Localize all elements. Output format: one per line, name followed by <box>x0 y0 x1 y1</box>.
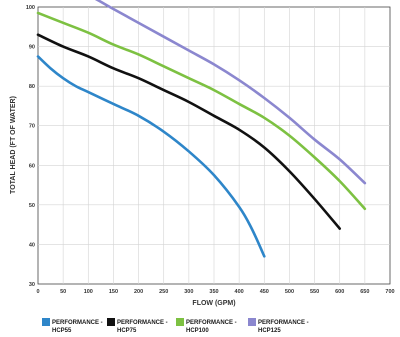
x-tick-label: 600 <box>335 289 344 295</box>
x-tick-label: 0 <box>36 289 39 295</box>
x-tick-label: 500 <box>285 289 294 295</box>
legend-swatch-hcp75 <box>107 318 115 326</box>
x-tick-label: 650 <box>360 289 369 295</box>
x-tick-label: 100 <box>84 289 93 295</box>
legend: PERFORMANCE -HCP55 PERFORMANCE -HCP75 PERF… <box>42 318 309 334</box>
y-tick-label: 90 <box>29 45 35 51</box>
x-tick-label: 700 <box>385 289 394 295</box>
legend-label-hcp75: PERFORMANCE -HCP75 <box>117 320 168 334</box>
legend-label-hcp55: PERFORMANCE -HCP55 <box>52 320 103 334</box>
x-tick-labels: 0 50 100 150 200 250 300 350 400 450 500 550 600 650 7… <box>36 289 394 295</box>
x-tick-label: 250 <box>159 289 168 295</box>
y-tick-label: 40 <box>29 242 35 248</box>
legend-swatch-hcp125 <box>248 318 256 326</box>
legend-label-hcp100: PERFORMANCE -HCP100 <box>186 320 237 334</box>
x-tick-label: 300 <box>184 289 193 295</box>
legend-swatch-hcp100 <box>176 318 184 326</box>
series-line-hcp75 <box>36 33 342 230</box>
series-line-hcp55 <box>36 55 266 258</box>
y-tick-label: 50 <box>29 203 35 209</box>
series-lines <box>36 0 367 258</box>
x-tick-label: 150 <box>109 289 118 295</box>
y-tick-labels: 30 40 50 60 70 80 90 100 <box>26 5 35 288</box>
x-tick-label: 350 <box>209 289 218 295</box>
x-tick-label: 400 <box>235 289 244 295</box>
y-axis-title: TOTAL HEAD (FT OF WATER) <box>10 96 17 194</box>
legend-swatch-hcp55 <box>42 318 50 326</box>
y-tick-label: 30 <box>29 282 35 288</box>
x-tick-label: 200 <box>134 289 143 295</box>
x-tick-label: 550 <box>310 289 319 295</box>
series-line-hcp125 <box>94 0 367 185</box>
grid <box>38 7 390 284</box>
y-tick-label: 60 <box>29 163 35 169</box>
legend-label-hcp125: PERFORMANCE -HCP125 <box>258 320 309 334</box>
series-line-hcp100 <box>36 11 367 211</box>
x-tick-label: 50 <box>60 289 66 295</box>
y-tick-label: 80 <box>29 84 35 90</box>
x-axis-title: FLOW (GPM) <box>192 300 235 307</box>
y-tick-label: 100 <box>26 5 35 11</box>
x-tick-label: 450 <box>260 289 269 295</box>
y-tick-label: 70 <box>29 124 35 130</box>
